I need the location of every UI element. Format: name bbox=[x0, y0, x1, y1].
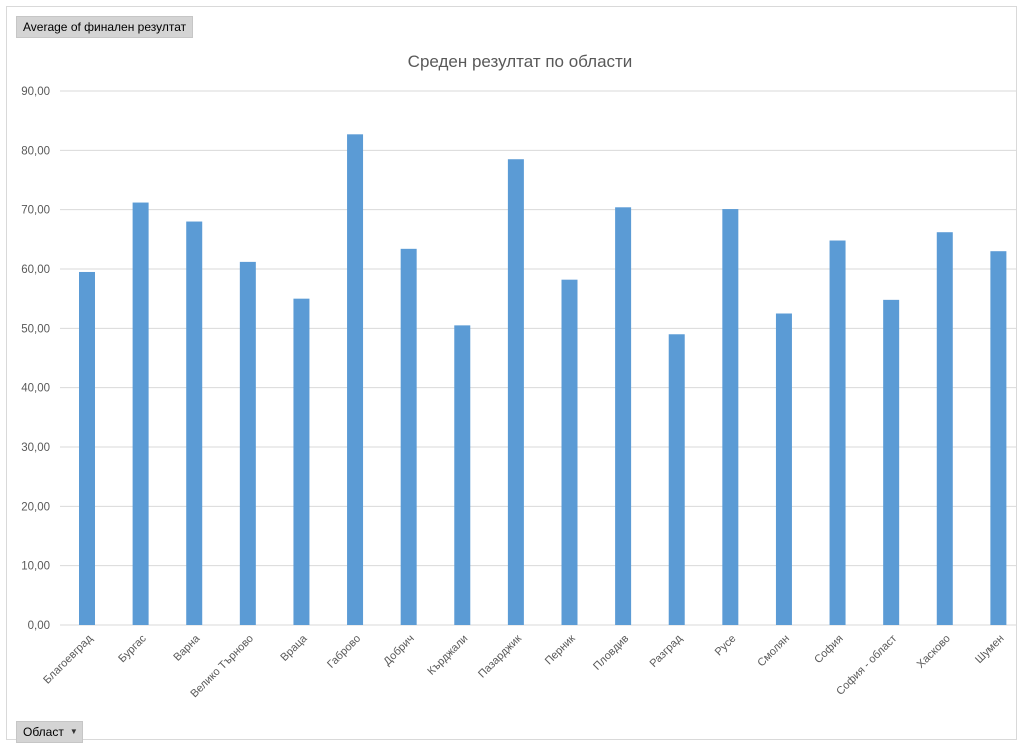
x-category-label: Добрич bbox=[381, 633, 416, 668]
bar[interactable] bbox=[561, 279, 578, 625]
x-category-label: Смолян bbox=[755, 633, 792, 670]
x-category-label: Бургас bbox=[116, 632, 149, 665]
x-category-label: Русе bbox=[713, 633, 739, 659]
x-category-label: Кърджали bbox=[425, 633, 470, 678]
y-axis-tick-labels: 0,00 10,00 20,00 30,00 40,00 50,00 60,00 70,00 8… bbox=[21, 86, 50, 632]
y-tick-label: 0,00 bbox=[28, 620, 50, 632]
y-tick-label: 90,00 bbox=[21, 86, 50, 98]
bar[interactable] bbox=[507, 159, 524, 625]
bar[interactable] bbox=[936, 232, 953, 626]
axis-field-filter-button[interactable]: Област ▼ bbox=[16, 721, 83, 743]
y-tick-label: 30,00 bbox=[21, 442, 50, 454]
bar[interactable] bbox=[775, 313, 792, 626]
bar[interactable] bbox=[186, 221, 203, 626]
y-tick-label: 50,00 bbox=[21, 323, 50, 335]
gridlines bbox=[60, 90, 1017, 626]
y-tick-label: 70,00 bbox=[21, 205, 50, 217]
x-category-label: Пазарджик bbox=[476, 633, 524, 681]
x-category-label: Хасково bbox=[915, 633, 953, 671]
bar[interactable] bbox=[239, 261, 256, 625]
bar[interactable] bbox=[615, 207, 632, 625]
bar[interactable] bbox=[722, 209, 739, 625]
bar[interactable] bbox=[990, 251, 1007, 625]
bars bbox=[79, 134, 1007, 626]
x-category-label: София bbox=[812, 633, 845, 666]
bar[interactable] bbox=[829, 240, 846, 625]
x-category-label: Враца bbox=[278, 632, 310, 664]
y-tick-label: 10,00 bbox=[21, 561, 50, 573]
x-category-label: Разград bbox=[648, 632, 686, 670]
dropdown-arrow-icon[interactable]: ▼ bbox=[69, 727, 78, 736]
y-tick-label: 80,00 bbox=[21, 145, 50, 157]
x-category-label: Варна bbox=[171, 632, 203, 664]
bar[interactable] bbox=[668, 334, 685, 625]
x-category-label: Перник bbox=[543, 633, 578, 668]
x-category-label: Шумен bbox=[973, 633, 1006, 666]
bar[interactable] bbox=[400, 248, 417, 625]
bar[interactable] bbox=[883, 299, 900, 625]
x-category-label: Габрово bbox=[325, 633, 363, 671]
x-category-label: Благоевград bbox=[41, 632, 95, 686]
value-field-label: Average of финален резултат bbox=[23, 20, 187, 34]
bar[interactable] bbox=[454, 325, 471, 625]
bar[interactable] bbox=[347, 134, 364, 625]
y-tick-label: 20,00 bbox=[21, 501, 50, 513]
y-tick-label: 40,00 bbox=[21, 383, 50, 395]
bar[interactable] bbox=[132, 202, 149, 625]
chart-title: Среден резултат по области bbox=[408, 52, 633, 71]
y-tick-label: 60,00 bbox=[21, 264, 50, 276]
x-category-label: Пловдив bbox=[591, 633, 631, 673]
bar[interactable] bbox=[79, 271, 95, 625]
axis-field-label: Област bbox=[23, 725, 64, 739]
value-field-button[interactable]: Average of финален резултат bbox=[16, 16, 194, 38]
bar[interactable] bbox=[293, 298, 310, 625]
